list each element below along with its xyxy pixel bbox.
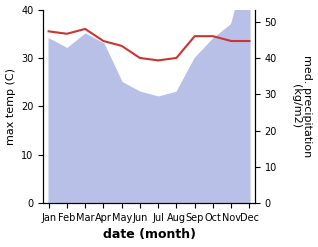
Y-axis label: med. precipitation
(kg/m2): med. precipitation (kg/m2): [291, 55, 313, 158]
Y-axis label: max temp (C): max temp (C): [5, 68, 16, 145]
X-axis label: date (month): date (month): [102, 228, 196, 242]
